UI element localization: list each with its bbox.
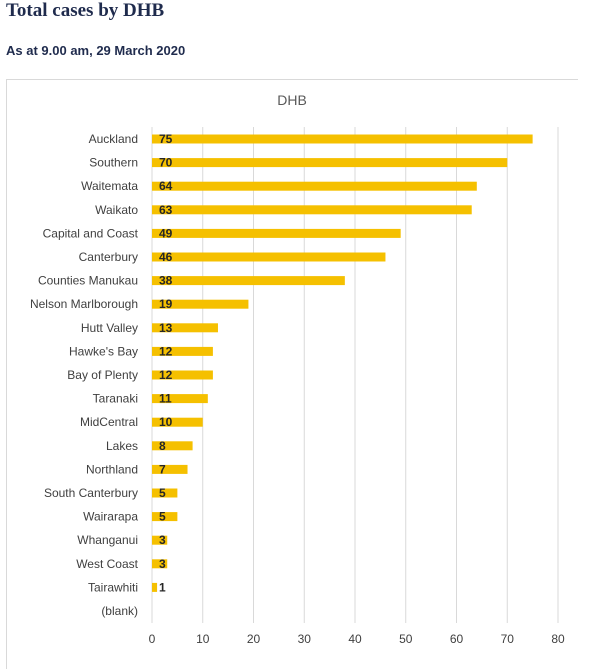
x-tick-label: 20 [247,632,261,646]
x-tick-label: 40 [348,632,362,646]
data-label: 12 [159,368,173,382]
bar [152,512,178,522]
data-label: 38 [159,274,173,288]
x-tick-label: 70 [501,632,515,646]
bar [152,417,203,427]
category-labels: Auckland Southern Waitemata Waikato Capital … [30,132,139,618]
category-label: (blank) [101,604,138,618]
x-tick-label: 80 [551,632,565,646]
category-label: South Canterbury [44,486,138,500]
page-title: Total cases by DHB [6,0,165,21]
category-label: Tairawhiti [88,580,138,594]
category-label: West Coast [76,557,138,571]
category-label: Northland [86,462,138,476]
data-label: 10 [159,415,173,429]
bar [152,582,158,592]
category-label: Southern [89,156,138,170]
chart-frame [6,79,578,669]
data-label: 3 [159,533,166,547]
data-label: 7 [159,462,166,476]
category-label: Waikato [95,203,138,217]
data-label: 70 [159,156,173,170]
bar [152,535,168,545]
bar [152,394,208,404]
category-label: Waitemata [81,179,138,193]
category-label: Counties Manukau [38,274,138,288]
data-label: 5 [159,486,166,500]
bar [152,441,193,451]
data-label: 75 [159,132,173,146]
data-label: 46 [159,250,173,264]
data-label: 49 [159,226,173,240]
category-label: Auckland [89,132,138,146]
page-subtitle: As at 9.00 am, 29 March 2020 [6,43,186,58]
data-label: 1 [159,580,166,594]
category-label: Taranaki [93,392,138,406]
data-label: 8 [159,439,166,453]
bar [152,299,249,309]
bar [152,134,533,144]
category-label: Lakes [106,439,138,453]
data-label: 19 [159,297,173,311]
data-label: 3 [159,557,166,571]
data-label: 11 [159,392,172,406]
category-label: Hawke's Bay [69,344,138,358]
category-label: Whanganui [77,533,138,547]
chart-title: DHB [277,92,307,108]
bar [152,464,188,474]
data-label: 5 [159,510,166,524]
category-label: Wairarapa [83,510,138,524]
category-label: Hutt Valley [81,321,138,335]
bar [152,205,472,215]
x-tick-label: 60 [450,632,464,646]
category-label: Bay of Plenty [67,368,138,382]
bar [152,323,218,333]
bar [152,488,178,498]
data-label: 63 [159,203,173,217]
bar [152,559,168,569]
bar [152,181,477,191]
bars [152,134,533,592]
bar [152,158,508,168]
data-label: 13 [159,321,173,335]
category-label: Capital and Coast [43,226,139,240]
bar [152,346,213,356]
bar [152,276,345,286]
x-tick-labels: 0 10 20 30 40 50 60 70 80 [149,632,565,646]
data-label: 12 [159,344,173,358]
category-label: Canterbury [79,250,138,264]
category-label: Nelson Marlborough [30,297,138,311]
x-tick-label: 30 [298,632,312,646]
x-tick-label: 10 [196,632,210,646]
bar [152,370,213,380]
x-tick-label: 50 [399,632,413,646]
data-label: 64 [159,179,173,193]
bar [152,228,401,238]
bar [152,252,386,262]
x-tick-label: 0 [149,632,156,646]
category-label: MidCentral [80,415,138,429]
